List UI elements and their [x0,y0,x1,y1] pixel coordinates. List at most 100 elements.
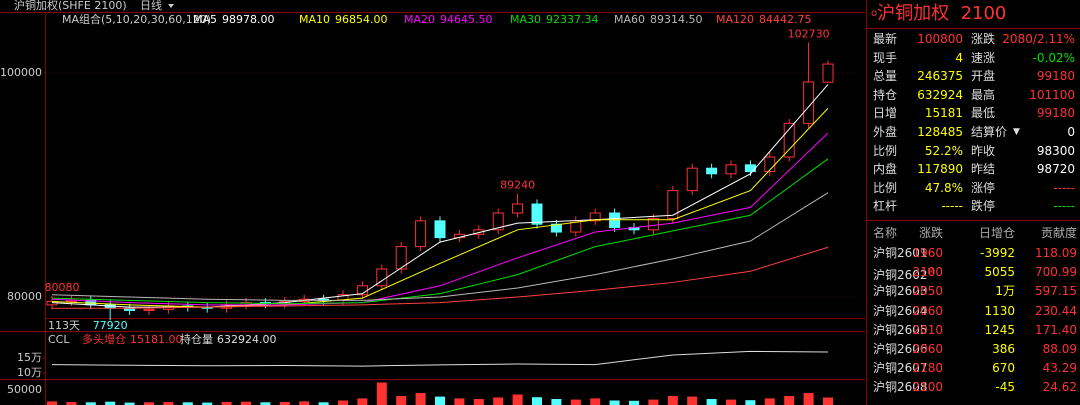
oi-line [51,350,829,367]
ccl-name: 持仓量 [180,332,213,346]
candle-body [803,81,815,124]
quote-value: 128485 [917,125,963,139]
dropdown-icon: ▼ [1013,127,1020,137]
volume-bar [648,399,659,405]
list-header: 贡献度 [1040,226,1077,240]
volume-bar [241,401,251,405]
quote-value: 98300 [1036,143,1075,158]
ccl-name: 多头增仓 [82,332,126,346]
list-cell: 沪铜2601 [873,246,928,260]
ma-value: 96854.00 [335,13,388,26]
high-label: 89240 [500,179,535,192]
candle-body [143,308,155,311]
quote-value: 246375 [917,69,963,84]
quote-label: 最新 [873,32,898,46]
quote-value: 98720 [1036,162,1075,177]
volume-bar [493,397,504,405]
quote-value: 101100 [1029,87,1075,102]
candle-body [589,212,601,222]
quote-label: 比例 [873,180,898,195]
y-tick-label: 15万 [17,351,42,364]
quote-label: 内盘 [873,162,898,177]
ma-legend: MA10 96854.00 [299,13,388,26]
list-header: 涨跌 [918,226,943,240]
list-cell: 1万 [995,284,1015,299]
volume-bar [764,398,775,405]
list-cell: 沪铜2605 [873,322,928,337]
ma-line [51,107,829,308]
list-cell: 2060 [912,342,943,356]
candle-body [434,220,446,239]
volume-bar [687,396,698,405]
candle-body [550,223,562,233]
title: 沪铜加权 [14,0,58,12]
list-cell: 沪铜2607 [873,361,928,376]
list-cell: 1960 [912,246,943,260]
volume-bar [512,394,523,405]
quote-label: 比例 [873,143,898,158]
low-label: 77920 [93,319,128,332]
symbol-title: 沪铜加权(SHFE 2100) [14,0,127,12]
candle-body [744,164,756,173]
ma-legend: MA30 92337.34 [510,13,599,26]
high-label: 80080 [45,281,80,294]
volume-bar [784,395,795,405]
list-cell: 沪铜2604 [873,303,928,318]
ma-legend: MA5 98978.00 [193,13,275,26]
ma-legend: MA120 84442.75 [716,13,812,26]
list-cell: 43.29 [1042,361,1077,376]
ma-line [51,84,829,308]
volume-bar [454,398,465,405]
ccl-legend: 持仓量 632924.00 [180,332,277,346]
ma-name: MA5 [193,13,217,26]
volume-bar [726,399,736,405]
candle-body [667,190,679,220]
candle-body [609,212,621,229]
quote-panel: o沪铜加权 2100 最新 100800 涨跌 2080/2.11% 现手 4 速涨 -0.0… [866,0,1080,405]
volume-bar [376,382,387,405]
ma-value: 92337.34 [546,13,599,26]
quote-label: 外盘 [873,125,898,139]
volume-bar [590,398,601,405]
ccl-value: 632924.00 [217,333,277,346]
list-cell: 沪铜2602M [873,267,935,283]
list-cell: 沪铜2608 [873,380,928,395]
candle-body [415,220,427,248]
volume-bar [435,396,445,405]
list-cell: -45 [995,380,1015,395]
period[interactable]: 日线 [140,0,162,12]
list-header: 名称 [873,226,898,240]
candle-body [647,218,659,231]
quote-label: 最低 [971,106,996,121]
candle-body [473,229,485,235]
ma-line [51,132,829,306]
ma-line [52,246,829,309]
quote-label: 涨跌 [971,32,996,46]
list-cell: 386 [992,342,1015,356]
volume-bar [318,402,329,405]
list-cell: 230.44 [1035,303,1077,318]
quote-value: 0 [1067,125,1075,139]
kline-panel: 沪铜加权(SHFE 2100) 日线 MA组合(5,10,20,30,60,12… [0,0,865,405]
list-cell: 597.15 [1035,284,1077,299]
candle-body [531,203,543,225]
ma-value: 94645.50 [440,13,493,26]
candle-body [395,246,407,270]
list-cell: 88.09 [1042,342,1077,356]
code: 2100 [960,3,1007,24]
ma-line [51,158,829,305]
quote-value: ----- [1053,180,1075,195]
quote-label: 总量 [873,69,898,84]
list-cell: 2050 [912,284,943,299]
list-cell: 2010 [912,322,943,337]
list-cell: 1130 [984,303,1015,318]
ma-name: MA10 [299,13,330,26]
volume-bar [570,399,581,405]
volume-bar [279,402,290,405]
quote-value: ----- [1053,199,1075,214]
quote-value: 100800 [917,32,963,46]
candle-body [512,203,524,214]
list-cell: 2100 [912,380,943,395]
volume-bar [473,398,484,405]
ccl-legend: 多头增仓 15181.00 [82,332,183,346]
